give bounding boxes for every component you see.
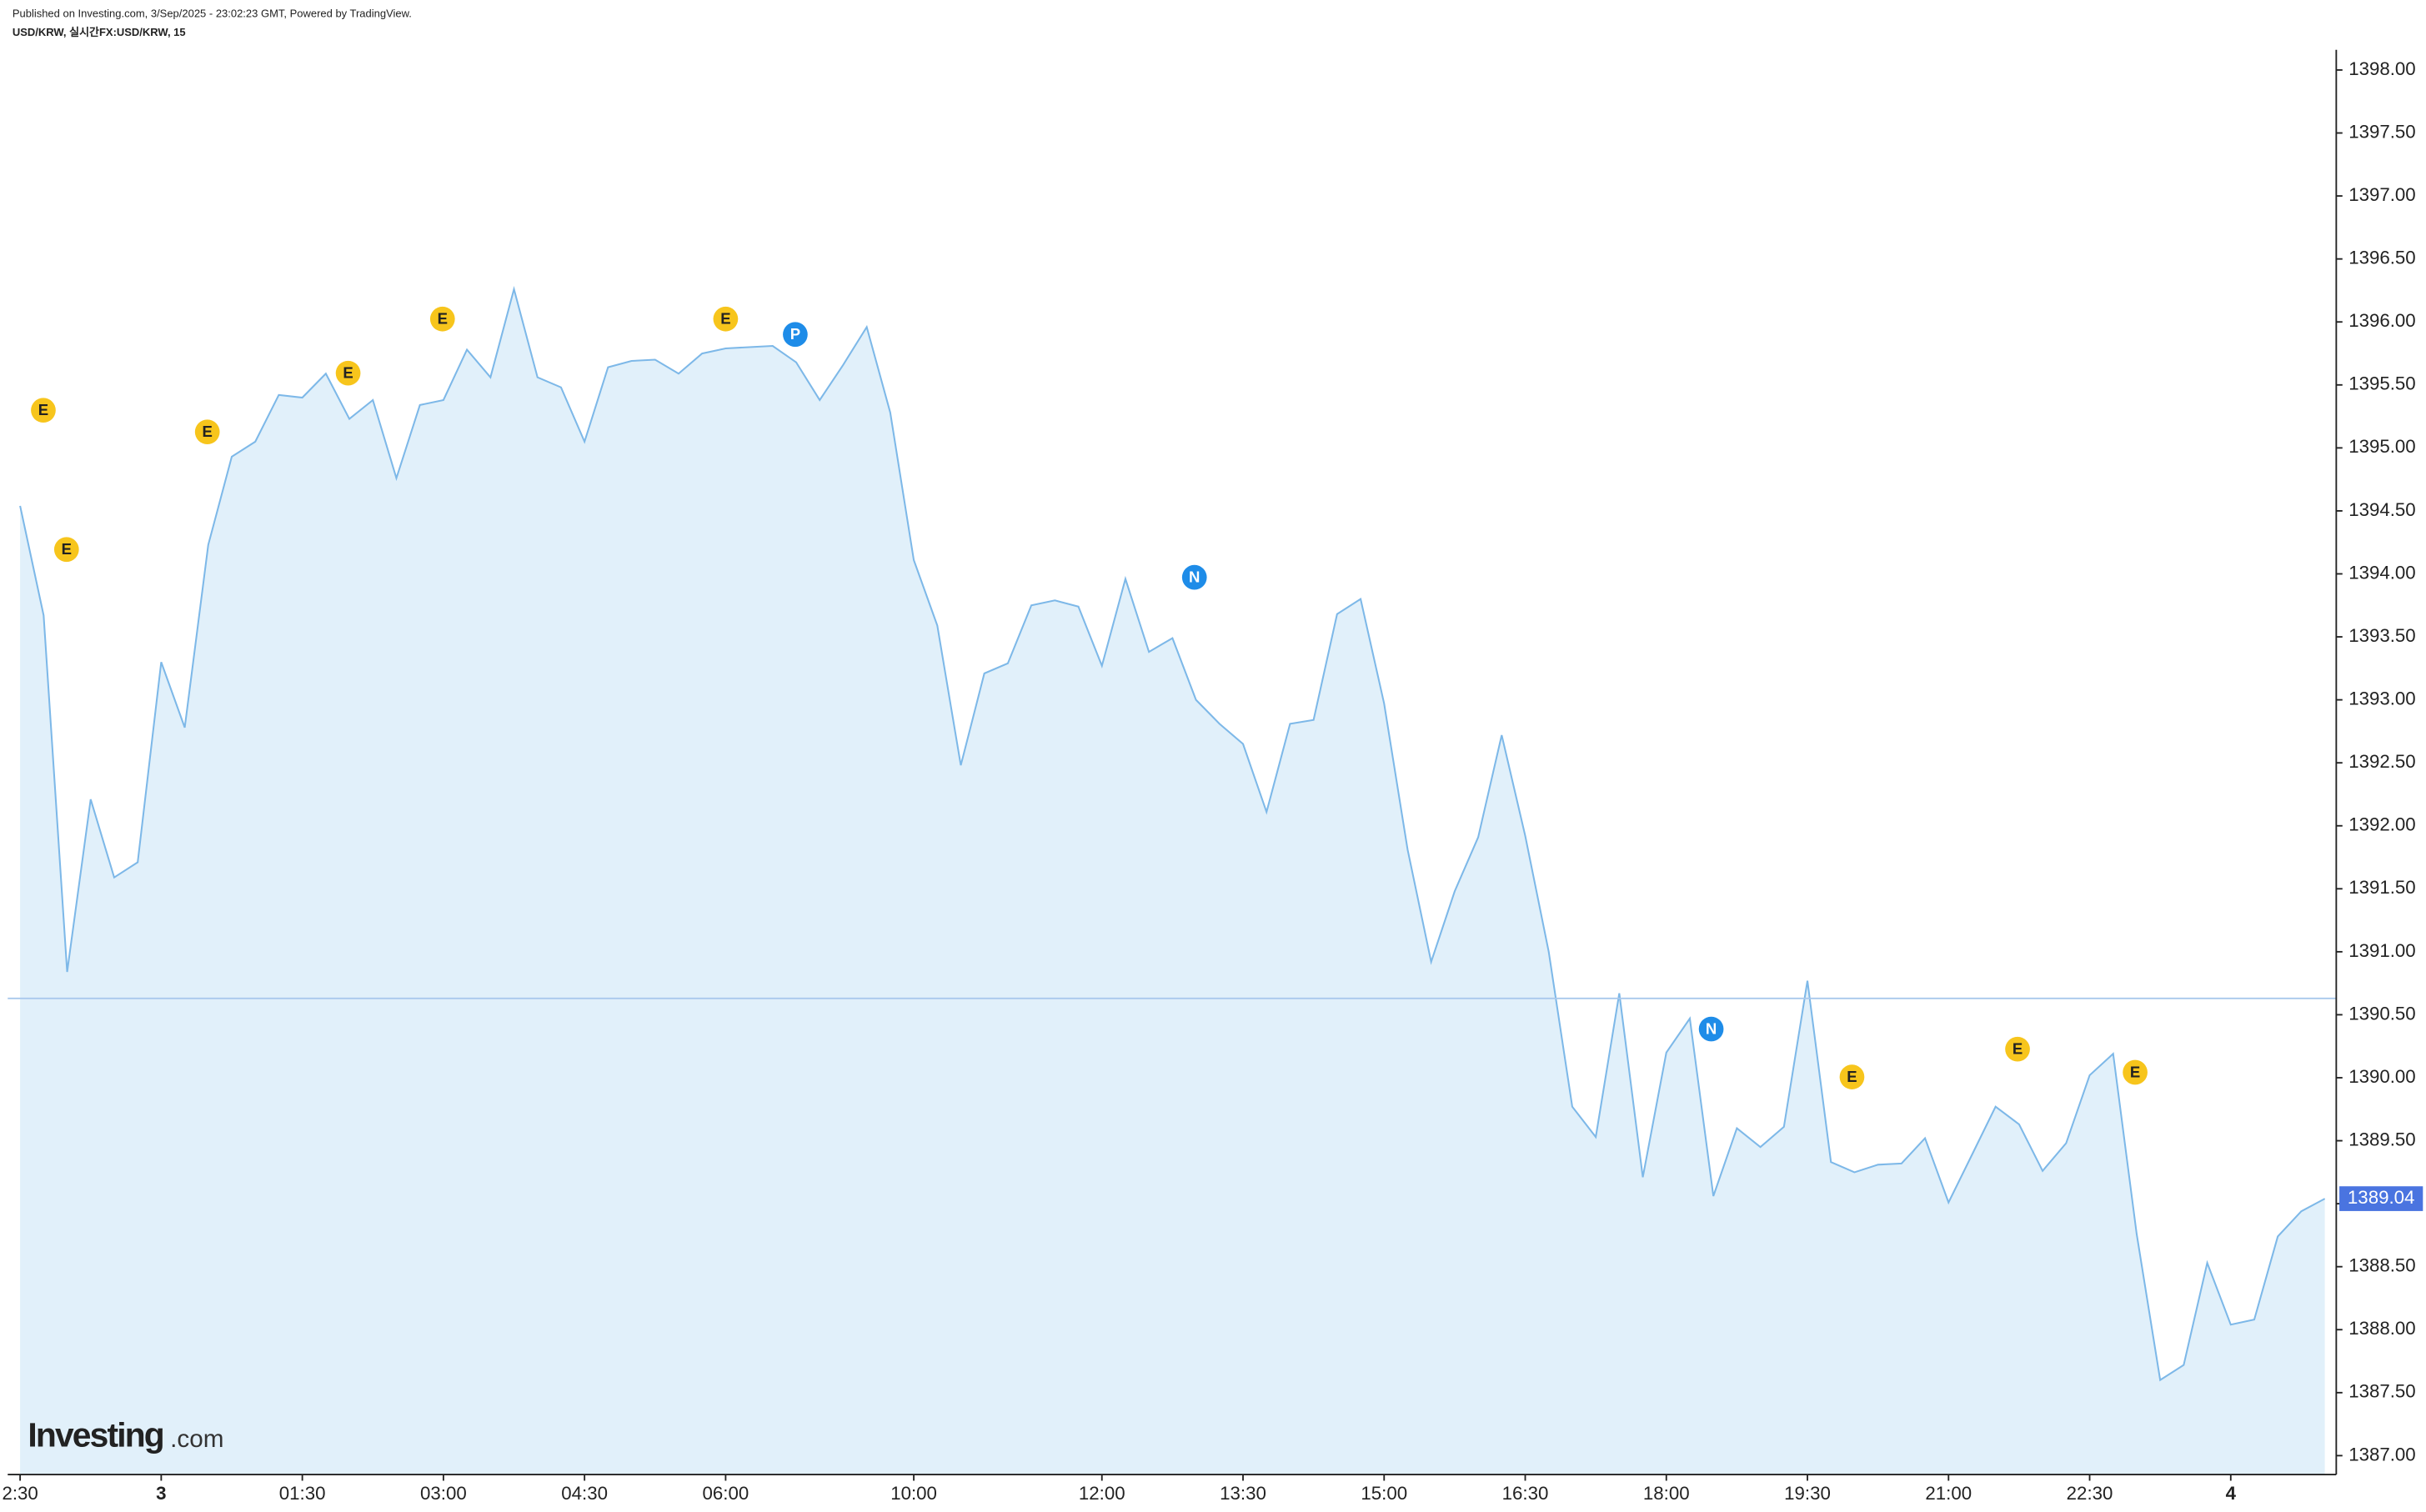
y-tick-label: 1397.00 — [2348, 184, 2416, 205]
event-marker — [2123, 1059, 2148, 1085]
y-tick-label: 1392.50 — [2348, 751, 2416, 772]
y-tick-label: 1388.00 — [2348, 1318, 2416, 1339]
last-price-label: 1389.04 — [2348, 1187, 2415, 1208]
y-tick-label: 1396.00 — [2348, 310, 2416, 331]
event-marker — [783, 322, 808, 348]
y-tick-label: 1391.50 — [2348, 877, 2416, 898]
x-tick-label: 22:30 — [2067, 1483, 2113, 1504]
logo-brand: Investing — [28, 1415, 163, 1454]
event-letter: E — [720, 310, 730, 328]
y-tick-label: 1395.00 — [2348, 436, 2416, 457]
event-letter: E — [438, 310, 448, 328]
event-marker — [713, 306, 739, 332]
x-tick-label: 03:00 — [420, 1483, 467, 1504]
y-tick-label: 1390.50 — [2348, 1003, 2416, 1024]
x-tick-label: 3 — [156, 1483, 166, 1504]
event-letter: E — [2012, 1040, 2023, 1058]
event-marker — [2005, 1036, 2030, 1062]
x-tick-label: 06:00 — [703, 1483, 749, 1504]
x-tick-label: 10:00 — [890, 1483, 937, 1504]
event-letter: E — [62, 540, 72, 558]
x-tick-label: 01:30 — [279, 1483, 326, 1504]
event-marker — [194, 419, 220, 445]
logo-suffix: .com — [170, 1425, 223, 1453]
event-marker — [335, 360, 361, 386]
y-tick-label: 1392.00 — [2348, 814, 2416, 835]
x-tick-label: 15:00 — [1361, 1483, 1407, 1504]
x-tick-label: 04:30 — [561, 1483, 608, 1504]
y-tick-label: 1394.50 — [2348, 499, 2416, 520]
y-tick-label: 1389.50 — [2348, 1129, 2416, 1149]
x-tick-label: 12:00 — [1079, 1483, 1125, 1504]
area-fill — [20, 288, 2325, 1475]
event-marker — [31, 398, 56, 423]
event-letter: N — [1189, 568, 1200, 585]
y-tick-label: 1394.00 — [2348, 562, 2416, 583]
y-tick-label: 1390.00 — [2348, 1066, 2416, 1087]
x-tick-label: 16:30 — [1502, 1483, 1549, 1504]
event-letter: E — [343, 364, 353, 382]
y-tick-label: 1397.50 — [2348, 121, 2416, 142]
x-tick-label: 21:00 — [1925, 1483, 1972, 1504]
x-tick-label: 19:30 — [1784, 1483, 1831, 1504]
event-marker — [1181, 564, 1207, 590]
y-tick-label: 1398.00 — [2348, 58, 2416, 79]
symbol-label: USD/KRW, 실시간FX:USD/KRW, 15 — [13, 26, 186, 38]
published-note: Published on Investing.com, 3/Sep/2025 -… — [13, 8, 412, 20]
y-tick-label: 1387.00 — [2348, 1444, 2416, 1464]
y-tick-label: 1388.50 — [2348, 1255, 2416, 1276]
event-letter: E — [2130, 1063, 2140, 1080]
y-tick-label: 1393.00 — [2348, 688, 2416, 709]
event-letter: N — [1706, 1019, 1717, 1037]
price-line — [19, 285, 2326, 1382]
event-letter: E — [1847, 1068, 1857, 1085]
y-tick-label: 1391.00 — [2348, 940, 2416, 961]
y-tick-label: 1393.50 — [2348, 625, 2416, 646]
x-tick-label: 13:30 — [1220, 1483, 1266, 1504]
x-tick-label: 2:30 — [2, 1483, 38, 1504]
event-marker — [1839, 1064, 1865, 1089]
event-marker — [53, 537, 79, 563]
event-marker — [1698, 1016, 1724, 1042]
y-tick-label: 1395.50 — [2348, 373, 2416, 394]
event-letter: E — [202, 423, 212, 440]
y-tick-label: 1387.50 — [2348, 1381, 2416, 1402]
last-price-box — [2339, 1186, 2423, 1211]
y-tick-label: 1396.50 — [2348, 248, 2416, 268]
event-marker — [429, 306, 455, 332]
x-tick-label: 4 — [2226, 1483, 2237, 1504]
event-letter: P — [790, 325, 800, 343]
x-tick-label: 18:00 — [1643, 1483, 1690, 1504]
event-letter: E — [38, 401, 48, 418]
